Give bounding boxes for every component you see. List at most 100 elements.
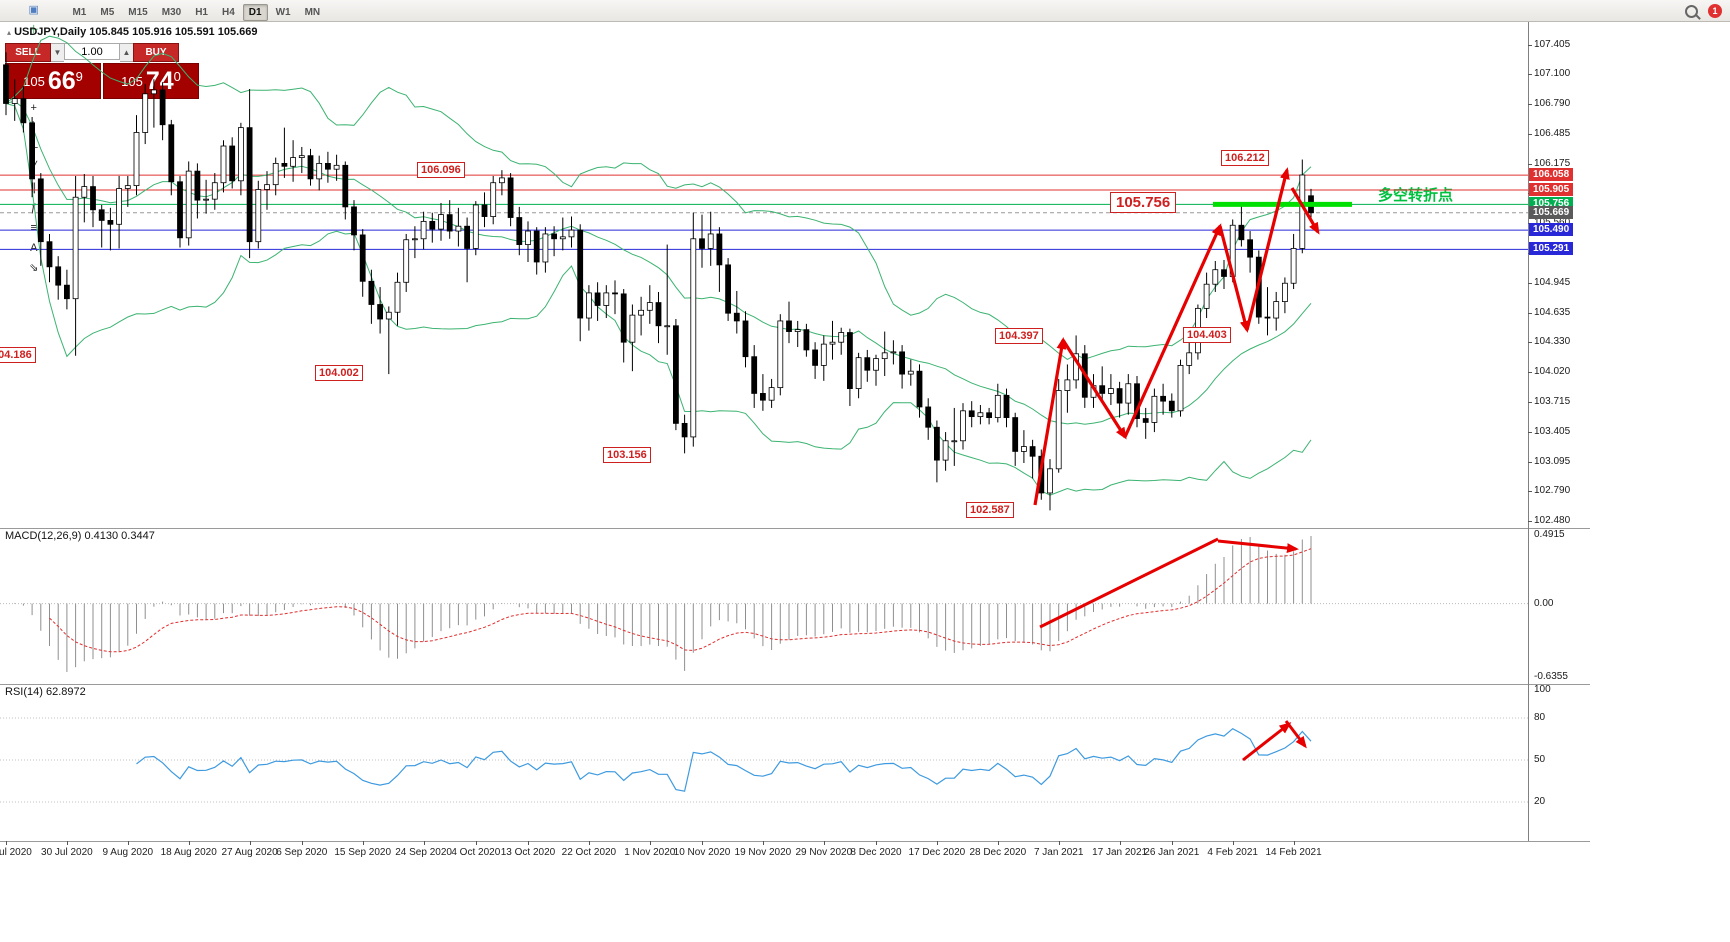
buy-button[interactable]: BUY: [133, 43, 179, 62]
date-axis-tick: [762, 841, 764, 845]
channel-icon[interactable]: ∥: [3, 179, 64, 199]
macd-axis-label: -0.6355: [1534, 671, 1568, 682]
arrange-windows-icon[interactable]: ▣: [3, 1, 64, 21]
axis-price-tag: 105.490: [1529, 223, 1574, 237]
axis-price-tag: 105.291: [1529, 242, 1574, 256]
timeframe-m5[interactable]: M5: [100, 6, 115, 18]
levels-icon: ≡: [30, 222, 37, 234]
rsi-axis-label: 80: [1534, 712, 1546, 723]
price-axis-label: 107.100: [1534, 68, 1571, 80]
price-axis-tick: [1528, 74, 1532, 76]
date-axis-tick: [936, 841, 938, 845]
date-axis-tick: [1232, 841, 1234, 845]
price-axis-label: 104.635: [1534, 306, 1571, 318]
date-axis-tick: [997, 841, 999, 845]
price-axis-line: [1528, 22, 1529, 841]
date-axis-tick: [649, 841, 651, 845]
volume-increase-button[interactable]: ▲: [120, 43, 133, 62]
search-icon[interactable]: [1685, 4, 1698, 18]
price-axis-tick: [1528, 401, 1532, 403]
date-axis-tick: [528, 841, 529, 845]
timeframe-w1[interactable]: W1: [275, 6, 291, 18]
price-callout-label[interactable]: 103.156: [603, 447, 651, 463]
channel-icon: ∥: [30, 182, 37, 194]
price-callout-label[interactable]: 104.002: [315, 365, 363, 381]
price-callout-label[interactable]: 106.096: [417, 162, 465, 178]
rsi-axis-label: 100: [1534, 684, 1551, 695]
timeframe-h1[interactable]: H1: [195, 6, 208, 18]
date-axis-label: 17 Jan 2021: [1092, 847, 1148, 858]
date-axis-label: 4 Feb 2021: [1207, 847, 1258, 858]
price-axis-tick: [1528, 491, 1532, 493]
price-axis-tick: [1528, 521, 1532, 522]
volume-decrease-button[interactable]: ▼: [51, 43, 64, 62]
axis-price-tag: 105.905: [1529, 182, 1574, 196]
fibonacci-icon[interactable]: ƒ: [3, 199, 64, 219]
text-label-icon[interactable]: A: [3, 239, 64, 259]
macd-panel-separator[interactable]: [0, 528, 1590, 529]
price-axis-tick: [1528, 282, 1532, 284]
date-axis-tick: [6, 841, 7, 845]
timeframe-h4[interactable]: H4: [221, 6, 235, 18]
date-axis-tick: [362, 841, 364, 845]
timeframe-m15[interactable]: M15: [128, 6, 148, 18]
date-axis-tick: [423, 841, 425, 845]
date-axis-tick: [1058, 841, 1060, 845]
timeframe-d1[interactable]: D1: [242, 3, 268, 21]
price-axis-label: 106.485: [1534, 127, 1571, 139]
chart-title: ▴ USDJPY,Daily 105.845 105.916 105.591 1…: [7, 26, 258, 38]
indicators-icon[interactable]: ＋: [3, 21, 64, 41]
price-axis-label: 102.790: [1534, 485, 1571, 497]
date-axis-tick: [823, 841, 825, 845]
rsi-canvas[interactable]: [0, 684, 1528, 841]
date-axis-label: 14 Feb 2021: [1265, 847, 1322, 858]
date-axis-label: 22 Oct 2020: [561, 847, 617, 858]
timeframe-mn[interactable]: MN: [304, 6, 321, 18]
axis-price-tag: 106.058: [1529, 168, 1574, 182]
date-axis-label: 21 Jul 2020: [0, 847, 32, 858]
levels-icon[interactable]: ≡: [3, 219, 64, 239]
price-axis-tick: [1528, 431, 1532, 433]
price-axis-tick: [1528, 461, 1532, 463]
rsi-label: RSI(14) 62.8972: [5, 686, 86, 698]
volume-input[interactable]: [64, 43, 120, 60]
date-axis-tick: [702, 841, 703, 845]
price-callout-label[interactable]: 104.403: [1183, 327, 1231, 343]
date-axis-tick: [127, 841, 129, 845]
date-axis-tick: [66, 841, 68, 845]
date-axis-label: 9 Aug 2020: [102, 847, 154, 858]
timeframe-m30[interactable]: M30: [161, 6, 182, 18]
timeframe-m1[interactable]: M1: [72, 6, 87, 18]
price-axis-label: 103.405: [1534, 425, 1571, 437]
date-axis-label: 19 Nov 2020: [734, 847, 792, 858]
date-axis-tick: [1293, 841, 1295, 845]
date-axis-label: 29 Nov 2020: [795, 847, 853, 858]
chart-annotation-text[interactable]: 多空转折点: [1378, 187, 1454, 204]
notification-badge[interactable]: 1: [1708, 4, 1722, 18]
price-axis-label: 106.175: [1534, 157, 1571, 169]
price-callout-label[interactable]: 102.587: [966, 502, 1014, 518]
macd-canvas[interactable]: [0, 528, 1528, 684]
sell-price-pip: 9: [75, 68, 83, 84]
price-callout-label[interactable]: 106.212: [1221, 150, 1269, 166]
crosshair-icon[interactable]: +: [3, 99, 64, 119]
date-axis-tick: [588, 841, 590, 845]
price-callout-label[interactable]: 105.756: [1110, 192, 1177, 213]
arrow-objects-icon[interactable]: ⇘: [3, 259, 64, 279]
sell-price-display[interactable]: 105 66 9: [5, 63, 101, 99]
date-axis-label: 30 Jul 2020: [41, 847, 93, 858]
main-chart-canvas[interactable]: [0, 22, 1528, 528]
date-axis-label: 1 Nov 2020: [624, 847, 676, 858]
date-axis-tick: [249, 841, 251, 845]
date-axis-label: 18 Aug 2020: [160, 847, 217, 858]
price-callout-label[interactable]: 104.186: [0, 347, 36, 363]
date-axis-label: 8 Dec 2020: [850, 847, 902, 858]
price-axis-label: 105.560: [1534, 217, 1570, 228]
price-callout-label[interactable]: 104.397: [995, 328, 1043, 344]
rsi-panel-separator[interactable]: [0, 684, 1590, 685]
price-axis-label: 107.405: [1534, 39, 1571, 50]
price-axis-label: 103.715: [1534, 395, 1571, 407]
price-axis-label: 103.095: [1534, 455, 1571, 467]
